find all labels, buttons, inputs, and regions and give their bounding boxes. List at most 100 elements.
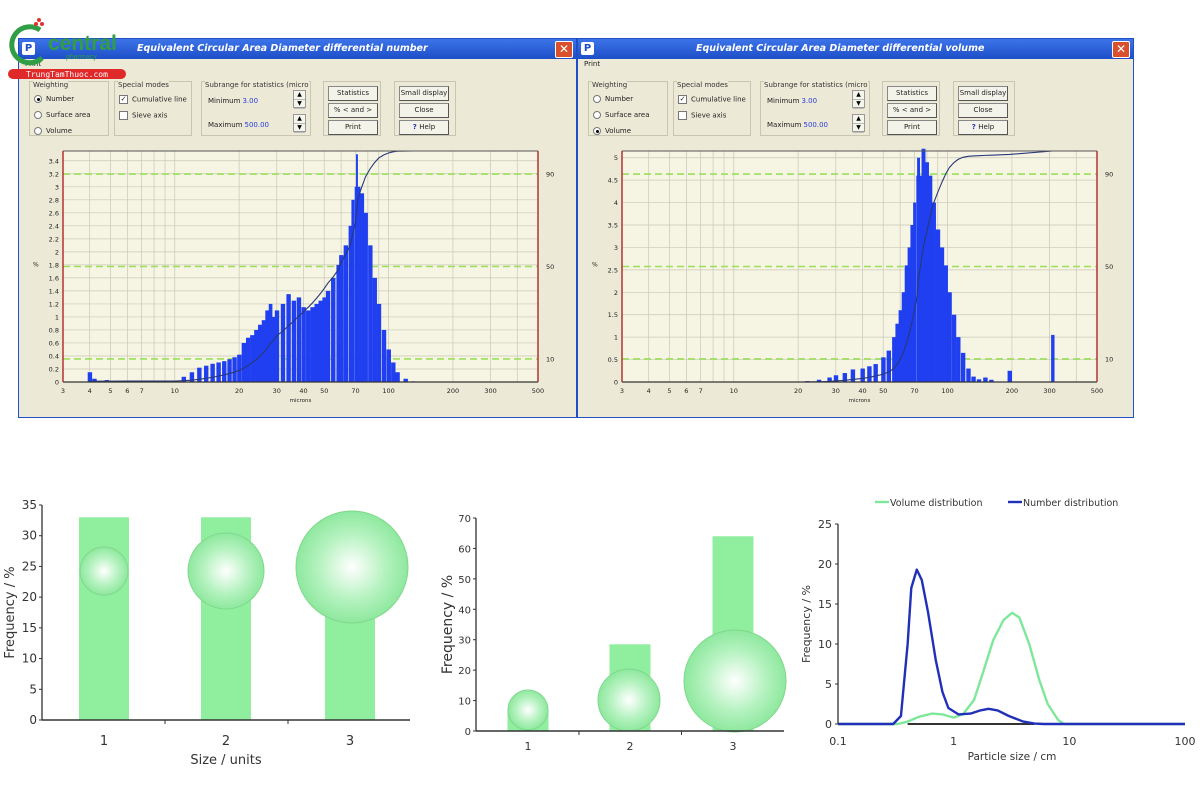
minimum-spinner[interactable]: ▲ ▼ xyxy=(852,90,865,109)
radio-button[interactable] xyxy=(593,95,601,103)
minimum-spinner[interactable]: ▲ ▼ xyxy=(293,90,306,109)
checkbox[interactable]: ✓ xyxy=(678,95,687,104)
histogram-bar xyxy=(254,329,259,382)
radio-label: Number xyxy=(46,95,75,103)
small-display-button[interactable]: Small display xyxy=(399,86,449,101)
checkbox-label: Sieve axis xyxy=(691,111,727,120)
checkbox-cumulative-line[interactable]: ✓ Cumulative line xyxy=(678,95,746,104)
close-button[interactable]: Close xyxy=(399,103,449,118)
maximum-value[interactable]: 500.00 xyxy=(244,121,270,129)
y-tick-label: 0 xyxy=(465,727,471,738)
spin-up-icon[interactable]: ▲ xyxy=(853,91,864,100)
spin-down-icon[interactable]: ▼ xyxy=(853,100,864,109)
close-window-button[interactable]: ✕ xyxy=(1112,41,1130,58)
small-display-button[interactable]: Small display xyxy=(958,86,1008,101)
spin-down-icon[interactable]: ▼ xyxy=(294,100,305,109)
radio-button[interactable] xyxy=(593,127,601,135)
logo-sub: pharmacy xyxy=(66,54,97,61)
maximum-spinner[interactable]: ▲ ▼ xyxy=(293,114,306,133)
histogram-bar xyxy=(351,199,355,382)
radio-volume[interactable]: Volume xyxy=(593,127,631,135)
logo-brand: central xyxy=(48,32,117,55)
statistics-button[interactable]: Statistics xyxy=(328,86,378,101)
y-axis-label: % xyxy=(592,262,598,269)
minimum-field[interactable]: Minimum 3.00 xyxy=(767,97,817,105)
y-tick-label: 5 xyxy=(614,154,618,162)
histogram-bar xyxy=(395,372,400,382)
print-button[interactable]: Print xyxy=(328,120,378,135)
close-button[interactable]: Close xyxy=(958,103,1008,118)
radio-label: Surface area xyxy=(605,111,650,119)
statistics-button[interactable]: Statistics xyxy=(887,86,937,101)
spin-up-icon[interactable]: ▲ xyxy=(294,91,305,100)
histogram-bar xyxy=(189,372,195,382)
checkbox-cumulative-line[interactable]: ✓ Cumulative line xyxy=(119,95,187,104)
checkbox-sieve-axis[interactable]: Sieve axis xyxy=(119,111,167,120)
spin-down-icon[interactable]: ▼ xyxy=(853,124,864,133)
x-tick-label: 50 xyxy=(879,387,887,395)
radio-surface-area[interactable]: Surface area xyxy=(34,111,91,119)
y-tick-label: 60 xyxy=(458,544,471,555)
checkbox[interactable] xyxy=(678,111,687,120)
histogram-bar xyxy=(216,362,221,382)
percent-range-button[interactable]: % < and > xyxy=(328,103,378,118)
particle-sphere xyxy=(79,546,129,596)
particle-sphere xyxy=(683,629,787,733)
menu-print[interactable]: Print xyxy=(584,60,601,68)
minimum-field[interactable]: Minimum 3.00 xyxy=(208,97,258,105)
title-bar[interactable]: P Equivalent Circular Area Diameter diff… xyxy=(578,39,1133,59)
maximum-label: Maximum xyxy=(767,121,802,129)
y-tick-label: 0.6 xyxy=(49,339,59,347)
radio-button[interactable] xyxy=(593,111,601,119)
radio-button[interactable] xyxy=(34,127,42,135)
close-window-button[interactable]: ✕ xyxy=(555,41,573,58)
radio-surface-area[interactable]: Surface area xyxy=(593,111,650,119)
number-bar-chart: 0 5 10 15 20 25 30 35 1 2 3 Frequency / % Size / uni… xyxy=(3,498,410,768)
histogram-bar xyxy=(898,310,903,382)
y-tick-label: 0.4 xyxy=(49,352,59,360)
radio-label: Volume xyxy=(605,127,632,135)
spin-down-icon[interactable]: ▼ xyxy=(294,124,305,133)
minimum-value[interactable]: 3.00 xyxy=(242,97,259,105)
y-tick-label: 40 xyxy=(458,605,471,616)
display-group: Small display Close ? Help xyxy=(953,81,1015,136)
radio-volume[interactable]: Volume xyxy=(34,127,72,135)
y-tick-label: 4 xyxy=(614,199,618,207)
histogram-bar xyxy=(322,297,327,382)
spin-up-icon[interactable]: ▲ xyxy=(853,115,864,124)
x-tick-label: 2 xyxy=(222,734,230,749)
x-axis-label: Size / units xyxy=(190,753,262,768)
y-tick-label: 1.8 xyxy=(49,261,59,269)
radio-button[interactable] xyxy=(34,95,42,103)
spin-up-icon[interactable]: ▲ xyxy=(294,115,305,124)
help-button[interactable]: ? Help xyxy=(399,120,449,135)
histogram-bar xyxy=(816,379,822,382)
y-tick-label: 20 xyxy=(22,590,37,604)
maximum-field[interactable]: Maximum 500.00 xyxy=(208,121,269,129)
maximum-field[interactable]: Maximum 500.00 xyxy=(767,121,828,129)
y-tick-label: 10 xyxy=(458,697,471,708)
x-tick-label: 3 xyxy=(61,387,65,395)
print-button[interactable]: Print xyxy=(887,120,937,135)
y-tick-label: 1.6 xyxy=(49,274,59,282)
checkbox[interactable] xyxy=(119,111,128,120)
histogram-bar xyxy=(265,310,270,382)
help-button[interactable]: ? Help xyxy=(958,120,1008,135)
histogram-bar xyxy=(842,373,848,382)
checkbox[interactable]: ✓ xyxy=(119,95,128,104)
radio-number[interactable]: Number xyxy=(34,95,74,103)
histogram-bar xyxy=(314,303,319,382)
histogram-bar xyxy=(368,245,373,382)
x-tick-label: 200 xyxy=(1006,387,1018,395)
subrange-group: Subrange for statistics (micro Minimum 3.… xyxy=(201,81,311,136)
radio-number[interactable]: Number xyxy=(593,95,633,103)
maximum-spinner[interactable]: ▲ ▼ xyxy=(852,114,865,133)
checkbox-sieve-axis[interactable]: Sieve axis xyxy=(678,111,726,120)
minimum-value[interactable]: 3.00 xyxy=(801,97,818,105)
right-tick-label: 10 xyxy=(546,355,554,363)
maximum-value[interactable]: 500.00 xyxy=(803,121,829,129)
histogram-bar xyxy=(850,369,856,382)
title-bar[interactable]: P Equivalent Circular Area Diameter diff… xyxy=(19,39,576,59)
percent-range-button[interactable]: % < and > xyxy=(887,103,937,118)
radio-button[interactable] xyxy=(34,111,42,119)
